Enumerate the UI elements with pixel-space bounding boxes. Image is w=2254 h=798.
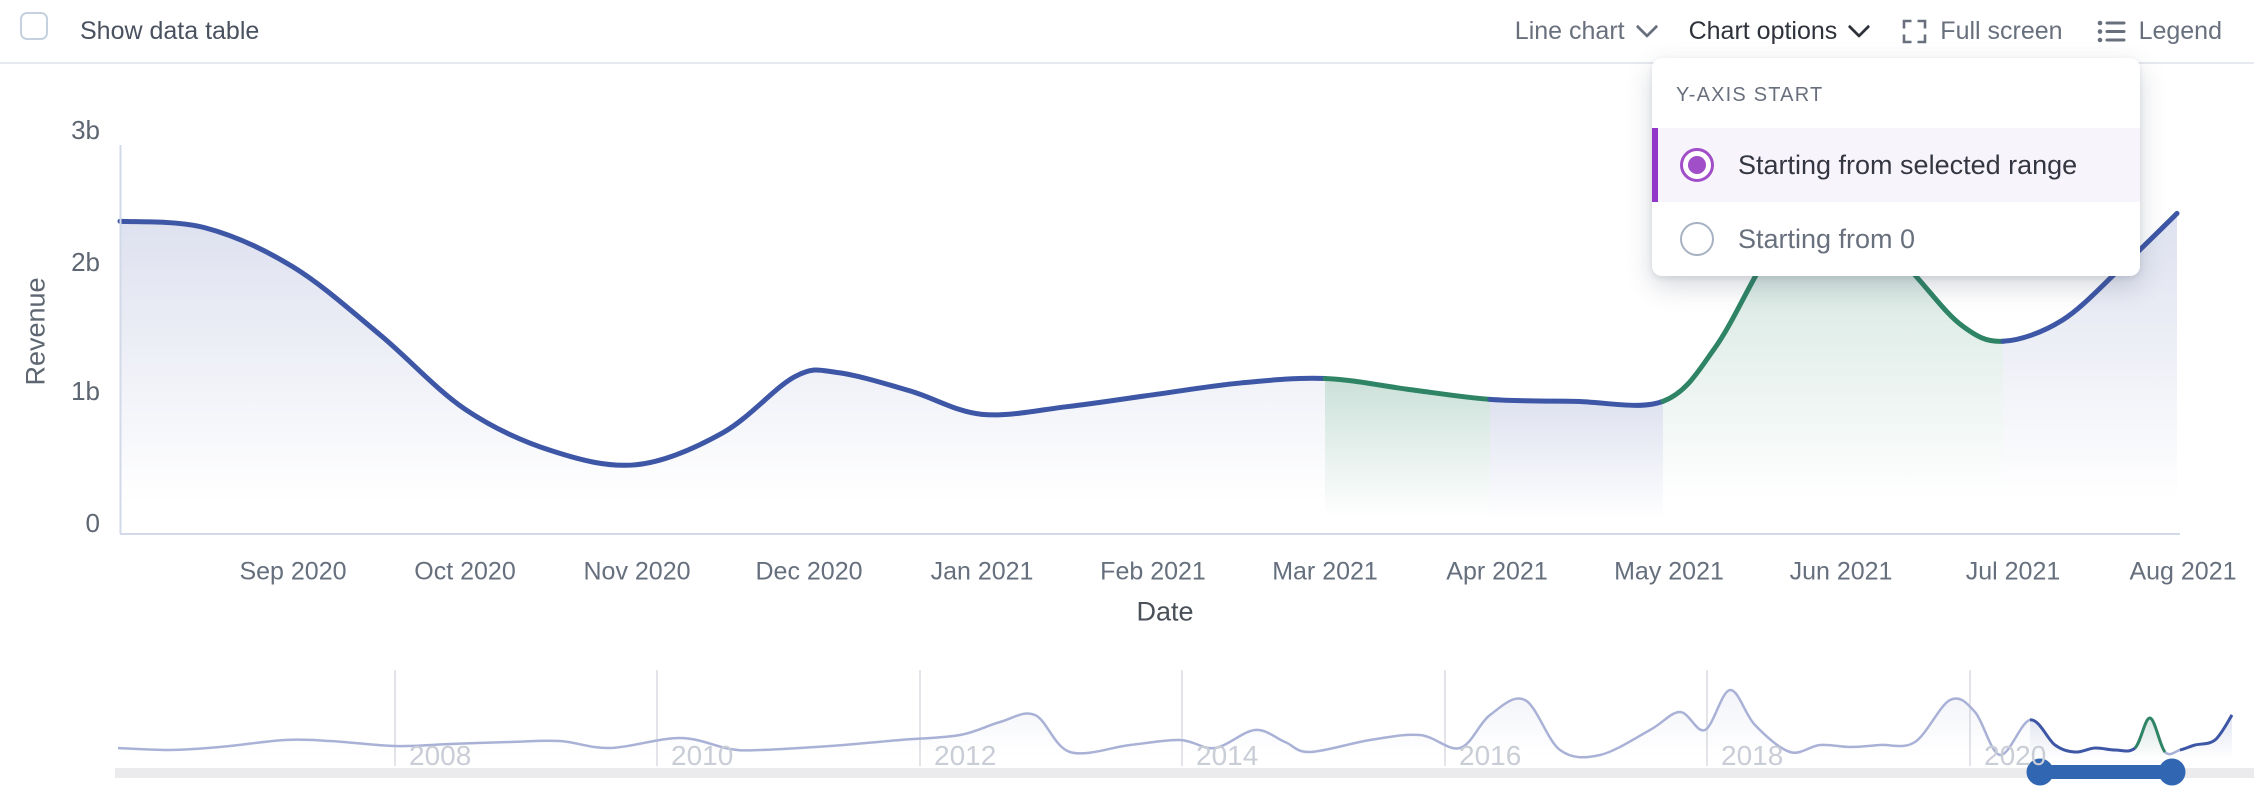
y-axis-tick-label: 3b: [71, 115, 100, 145]
chevron-down-icon: [1635, 15, 1658, 39]
y-axis-start-section-title: Y-AXIS START: [1676, 84, 1824, 106]
full-screen-label: Full screen: [1940, 16, 2063, 45]
brush-selected-range-bar[interactable]: [2040, 765, 2172, 779]
menu-option-starting-from-zero[interactable]: Starting from 0: [1652, 202, 2140, 276]
x-axis-title: Date: [1136, 596, 1194, 627]
chart-type-label: Line chart: [1514, 16, 1625, 45]
x-axis-tick-label: Feb 2021: [1100, 557, 1206, 586]
x-axis-tick-label: Jul 2021: [1965, 557, 2061, 586]
x-axis-tick-label: Nov 2020: [583, 557, 691, 586]
x-axis-tick-label: Mar 2021: [1272, 557, 1378, 586]
x-axis-tick-label: Dec 2020: [755, 557, 863, 586]
x-axis-tick-label: Oct 2020: [414, 557, 516, 586]
radio-unselected-icon: [1680, 222, 1714, 256]
y-axis-tick-label: 2b: [71, 247, 100, 277]
chart-header: Show data table Line chart Chart options…: [0, 0, 2254, 62]
chart-options-dropdown[interactable]: Chart options: [1688, 15, 1871, 46]
timeline-year-label: 2010: [671, 740, 734, 771]
x-axis-tick-label: Aug 2021: [2129, 557, 2237, 586]
x-axis-tick-label: Sep 2020: [239, 557, 347, 586]
legend-button[interactable]: Legend: [2097, 17, 2222, 46]
chart-options-menu: Y-AXIS START Starting from selected rang…: [1652, 58, 2140, 276]
timeline-year-label: 2008: [409, 740, 472, 771]
x-axis-tick-label: May 2021: [1614, 557, 1724, 586]
chart-toolbar: Line chart Chart options Full screen: [1515, 0, 2222, 62]
y-axis-tick-label: 1b: [71, 376, 100, 406]
menu-option-label: Starting from selected range: [1738, 149, 2078, 180]
y-axis-tick-label: 0: [85, 508, 100, 538]
legend-list-icon: [2097, 20, 2126, 42]
chevron-down-icon: [1847, 15, 1871, 39]
x-axis-tick-label: Jun 2021: [1789, 557, 1893, 586]
timeline-year-label: 2014: [1196, 740, 1259, 771]
x-axis-tick-label: Apr 2021: [1446, 557, 1548, 586]
timeline-scroll-track[interactable]: [115, 768, 2254, 778]
fullscreen-icon: [1902, 19, 1927, 43]
timeline-year-label: 2018: [1721, 740, 1784, 771]
radio-selected-icon: [1680, 148, 1714, 182]
menu-option-starting-from-selected-range[interactable]: Starting from selected range: [1652, 128, 2140, 202]
menu-option-label: Starting from 0: [1738, 223, 1916, 254]
legend-label: Legend: [2138, 16, 2222, 45]
timeline-year-label: 2016: [1459, 740, 1522, 771]
show-data-table-checkbox[interactable]: [20, 12, 48, 40]
brush-left-handle[interactable]: [2026, 758, 2054, 786]
brush-right-handle[interactable]: [2158, 758, 2186, 786]
show-data-table-label[interactable]: Show data table: [80, 16, 260, 45]
chart-options-label: Chart options: [1688, 16, 1838, 45]
timeline-year-label: 2020: [1984, 740, 2047, 771]
chart-type-dropdown[interactable]: Line chart: [1514, 15, 1658, 46]
timeline-year-label: 2012: [934, 740, 997, 771]
header-divider: [0, 62, 2254, 64]
x-axis-tick-label: Jan 2021: [930, 557, 1034, 586]
full-screen-button[interactable]: Full screen: [1901, 16, 2063, 46]
